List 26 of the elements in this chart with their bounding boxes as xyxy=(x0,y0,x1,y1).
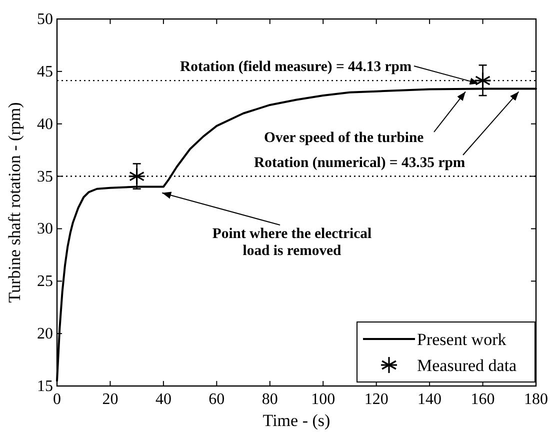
x-tick-label: 100 xyxy=(311,391,336,408)
annotation: Rotation (numerical) = 43.35 rpm xyxy=(254,155,466,171)
legend-label: Present work xyxy=(417,330,507,349)
x-tick-label: 140 xyxy=(418,391,442,408)
y-tick-label: 35 xyxy=(37,168,53,186)
x-axis-title: Time - (s) xyxy=(262,411,330,430)
y-tick-label: 25 xyxy=(37,273,53,290)
y-axis-title: Turbine shaft rotation - (rpm) xyxy=(5,102,24,303)
annotation: Over speed of the turbine xyxy=(264,130,424,146)
y-tick-label: 45 xyxy=(37,63,53,80)
x-tick-label: 80 xyxy=(262,391,278,408)
x-tick-label: 60 xyxy=(208,391,225,408)
y-tick-label: 15 xyxy=(37,378,53,395)
y-tick-label: 50 xyxy=(37,11,53,28)
legend-label: Measured data xyxy=(417,356,518,375)
annotation: Rotation (field measure) = 44.13 rpm xyxy=(180,59,412,75)
y-tick-label: 20 xyxy=(37,326,53,343)
x-tick-label: 0 xyxy=(53,391,61,408)
y-tick-label: 40 xyxy=(37,116,53,133)
x-tick-label: 20 xyxy=(102,391,118,408)
x-tick-label: 120 xyxy=(364,391,388,408)
annotation: Point where the electrical load is removed xyxy=(212,226,372,259)
x-tick-label: 40 xyxy=(155,391,172,408)
x-tick-label: 160 xyxy=(470,391,495,408)
y-tick-label: 30 xyxy=(37,220,53,238)
x-tick-label: 180 xyxy=(524,391,548,408)
